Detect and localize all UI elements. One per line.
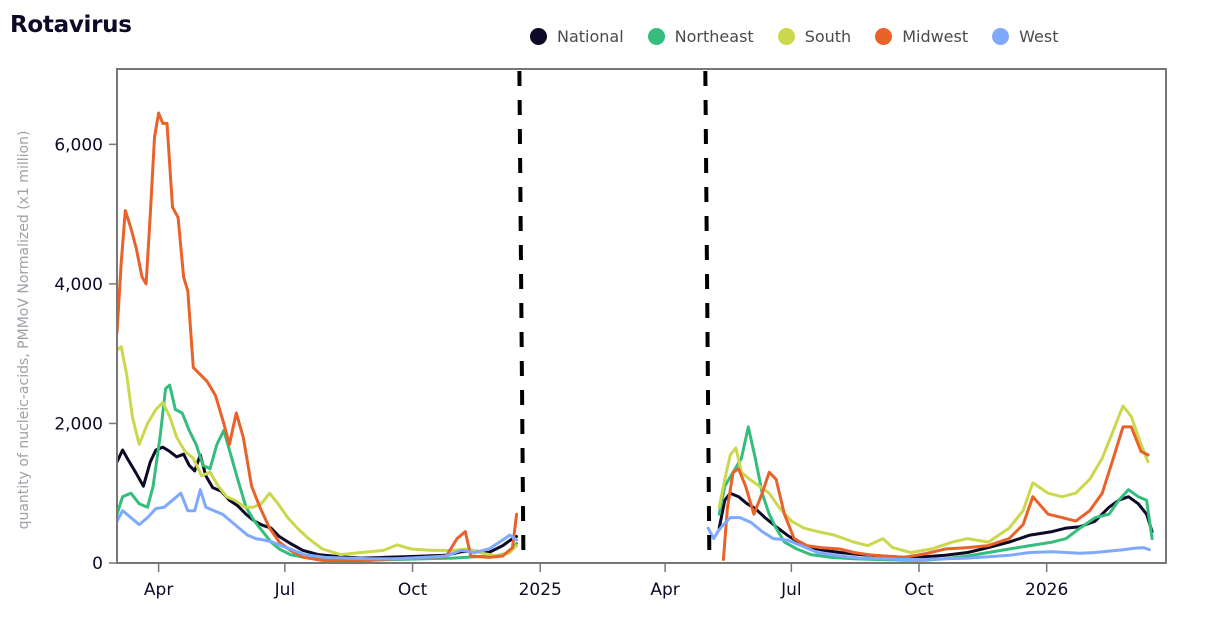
series-line-west-2[interactable] <box>706 516 1151 561</box>
reference-line-1 <box>517 70 526 556</box>
plot-area <box>116 68 1167 564</box>
x-tick-label: Apr <box>144 580 173 600</box>
x-tick-label: Jul <box>780 580 802 600</box>
legend-item-south[interactable]: South <box>777 27 852 46</box>
legend-label-west: West <box>1019 27 1059 46</box>
x-tick-label: Jul <box>274 580 296 600</box>
plot-frame <box>116 68 1167 564</box>
legend-item-northeast[interactable]: Northeast <box>647 27 754 46</box>
series-lines <box>117 111 1154 563</box>
y-axis-label: quantity of nucleic-acids, PMMoV Normali… <box>16 131 32 530</box>
series-line-midwest-2[interactable] <box>721 425 1150 561</box>
y-tick-label: 6,000 <box>54 135 103 155</box>
x-tick-label: 2025 <box>519 580 562 600</box>
legend-swatch-midwest <box>875 28 893 45</box>
x-tick-label: 2026 <box>1025 580 1068 600</box>
legend-item-west[interactable]: West <box>992 27 1058 46</box>
legend-item-midwest[interactable]: Midwest <box>875 27 968 46</box>
series-line-south-2[interactable] <box>717 404 1150 554</box>
legend-swatch-national <box>530 28 547 45</box>
legend-swatch-northeast <box>647 28 665 45</box>
legend-item-national[interactable]: National <box>530 27 624 46</box>
legend-label-northeast: Northeast <box>674 27 754 46</box>
x-tick-label: Oct <box>398 580 428 600</box>
legend-label-midwest: Midwest <box>902 27 969 46</box>
chart-title: Rotavirus <box>10 12 132 38</box>
legend-swatch-west <box>992 28 1010 45</box>
legend-swatch-south <box>777 28 795 45</box>
legend-label-national: National <box>557 27 624 46</box>
y-axis: 0 2,000 4,000 6,000 <box>54 135 117 574</box>
legend-label-south: South <box>804 27 852 46</box>
x-tick-label: Oct <box>904 580 934 600</box>
chart-legend: National Northeast South Midwest West <box>530 27 1082 46</box>
y-tick-label: 4,000 <box>54 275 103 295</box>
series-line-midwest-1[interactable] <box>117 111 519 563</box>
y-tick-label: 2,000 <box>54 414 103 434</box>
reference-line-2 <box>703 70 712 556</box>
x-tick-label: Apr <box>650 580 679 600</box>
y-tick-label: 0 <box>92 554 103 574</box>
series-line-west-1[interactable] <box>117 488 519 561</box>
series-line-south-1[interactable] <box>117 345 519 558</box>
series-line-northeast-1[interactable] <box>117 383 519 562</box>
x-axis: Apr Jul Oct 2025 Apr Jul Oct 2026 <box>144 563 1068 600</box>
